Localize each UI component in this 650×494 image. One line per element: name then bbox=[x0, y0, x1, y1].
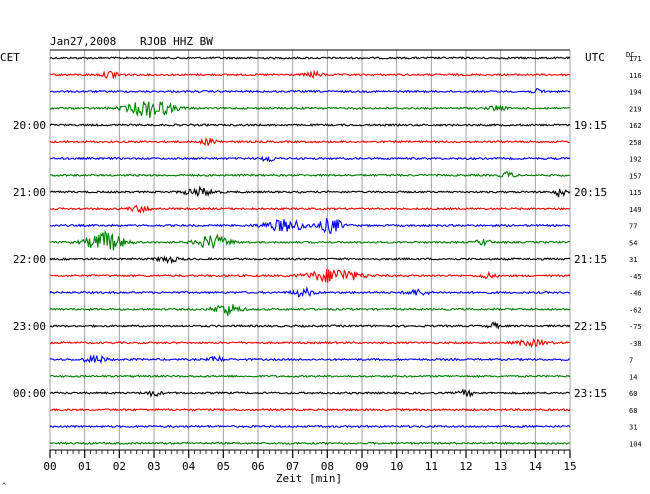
header-station: RJOB HHZ BW bbox=[140, 35, 213, 48]
trace-row-18 bbox=[50, 356, 570, 363]
dc-offset-value: 157 bbox=[629, 172, 642, 180]
trace-row-23 bbox=[50, 442, 570, 444]
dc-offset-value: -62 bbox=[629, 306, 642, 314]
x-tick-label: 13 bbox=[494, 460, 507, 473]
dc-offset-value: 54 bbox=[629, 239, 637, 247]
trace-row-5 bbox=[50, 138, 570, 145]
corner-mark: ^ bbox=[2, 482, 6, 490]
dc-offset-value: 192 bbox=[629, 156, 642, 164]
dc-offset-value: 14 bbox=[629, 373, 637, 381]
right-time-label: 19:15 bbox=[574, 119, 607, 132]
dc-offset-value: 171 bbox=[629, 55, 642, 63]
trace-row-2 bbox=[50, 89, 570, 93]
trace-row-6 bbox=[50, 157, 570, 161]
dc-offset-value: 194 bbox=[629, 89, 642, 97]
seismogram-traces bbox=[50, 57, 570, 444]
right-time-labels: 19:15 20:15 21:15 22:15 23:15 bbox=[574, 119, 607, 400]
trace-row-1 bbox=[50, 72, 570, 79]
dc-offset-labels: 171 116 194 219 162 250 192 157 115 149 77 54 31 -45 -… bbox=[629, 55, 642, 448]
trace-row-17 bbox=[50, 339, 570, 346]
x-axis: 00 01 02 03 04 05 06 07 08 09 10 11 12 13 14 15 bbox=[43, 450, 576, 473]
x-tick-label: 14 bbox=[529, 460, 543, 473]
trace-row-22 bbox=[50, 426, 570, 428]
trace-row-11 bbox=[50, 232, 570, 251]
right-time-label: 20:15 bbox=[574, 186, 607, 199]
dc-offset-value: -46 bbox=[629, 290, 642, 298]
x-tick-label: 12 bbox=[459, 460, 472, 473]
dc-offset-value: 115 bbox=[629, 189, 642, 197]
x-tick-label: 11 bbox=[425, 460, 438, 473]
dc-offset-value: -75 bbox=[629, 323, 642, 331]
x-tick-label: 03 bbox=[147, 460, 160, 473]
dc-offset-value: 116 bbox=[629, 72, 642, 80]
dc-offset-value: 104 bbox=[629, 440, 642, 448]
x-tick-label: 01 bbox=[78, 460, 91, 473]
x-tick-label: 04 bbox=[182, 460, 196, 473]
dc-offset-value: -38 bbox=[629, 340, 642, 348]
right-time-label: 22:15 bbox=[574, 320, 607, 333]
trace-row-19 bbox=[50, 375, 570, 377]
dc-offset-value: 219 bbox=[629, 105, 642, 113]
dc-offset-value: 149 bbox=[629, 206, 642, 214]
left-timezone-label: CET bbox=[0, 51, 20, 64]
trace-row-8 bbox=[50, 187, 570, 197]
left-time-label: 20:00 bbox=[13, 119, 46, 132]
x-tick-label: 15 bbox=[563, 460, 576, 473]
left-time-label: 21:00 bbox=[13, 186, 46, 199]
trace-row-15 bbox=[50, 304, 570, 315]
trace-row-0 bbox=[50, 57, 570, 59]
trace-row-20 bbox=[50, 390, 570, 397]
dc-offset-value: 68 bbox=[629, 407, 637, 415]
trace-row-14 bbox=[50, 288, 570, 297]
dc-offset-value: 250 bbox=[629, 139, 642, 147]
trace-row-10 bbox=[50, 218, 570, 233]
dc-offset-value: 60 bbox=[629, 390, 637, 398]
right-time-label: 23:15 bbox=[574, 387, 607, 400]
left-time-label: 22:00 bbox=[13, 253, 46, 266]
dc-offset-value: 77 bbox=[629, 223, 637, 231]
left-time-labels: 20:00 21:00 22:00 23:00 00:00 bbox=[13, 119, 46, 400]
trace-row-4 bbox=[50, 124, 570, 126]
x-tick-label: 10 bbox=[390, 460, 403, 473]
trace-row-3 bbox=[50, 102, 570, 119]
trace-row-7 bbox=[50, 172, 570, 177]
right-timezone-label: UTC bbox=[585, 51, 605, 64]
trace-row-21 bbox=[50, 409, 570, 411]
left-time-label: 00:00 bbox=[13, 387, 46, 400]
header-date: Jan27,2008 bbox=[50, 35, 116, 48]
trace-row-9 bbox=[50, 206, 570, 213]
dc-offset-value: 162 bbox=[629, 122, 642, 130]
x-tick-label: 05 bbox=[217, 460, 230, 473]
dc-offset-value: -45 bbox=[629, 273, 642, 281]
trace-row-13 bbox=[50, 269, 570, 283]
x-axis-label: Zeit [min] bbox=[276, 472, 342, 485]
left-time-label: 23:00 bbox=[13, 320, 46, 333]
dc-offset-value: 7 bbox=[629, 357, 633, 365]
x-tick-label: 06 bbox=[251, 460, 264, 473]
dc-offset-value: 31 bbox=[629, 424, 637, 432]
dc-offset-value: 31 bbox=[629, 256, 637, 264]
x-tick-label: 00 bbox=[43, 460, 56, 473]
trace-row-16 bbox=[50, 323, 570, 329]
trace-row-12 bbox=[50, 257, 570, 262]
x-tick-label: 02 bbox=[113, 460, 126, 473]
x-tick-label: 09 bbox=[355, 460, 368, 473]
right-time-label: 21:15 bbox=[574, 253, 607, 266]
